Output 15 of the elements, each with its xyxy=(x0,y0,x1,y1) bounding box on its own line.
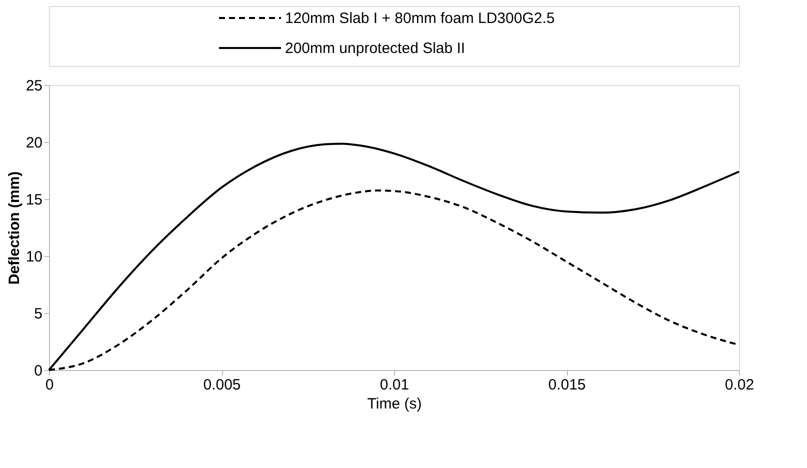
x-tick-label: 0.005 xyxy=(203,376,241,394)
x-tick-label: 0.02 xyxy=(724,376,754,394)
y-tick-label: 5 xyxy=(34,306,42,322)
y-tick-label: 10 xyxy=(26,248,42,266)
x-tick-label: 0.015 xyxy=(548,376,586,394)
y-tick-label: 20 xyxy=(26,134,42,152)
legend-label: 120mm Slab I + 80mm foam LD300G2.5 xyxy=(285,10,555,27)
x-tick-label: 0 xyxy=(45,376,54,394)
x-axis-title: Time (s) xyxy=(367,396,422,412)
y-axis-title: Deflection (mm) xyxy=(6,171,23,285)
y-tick-label: 25 xyxy=(26,78,42,94)
y-tick-label: 15 xyxy=(26,192,42,208)
x-tick-label: 0.01 xyxy=(380,376,410,394)
legend-label: 200mm unprotected Slab II xyxy=(285,40,466,57)
y-tick-label: 0 xyxy=(34,362,42,380)
